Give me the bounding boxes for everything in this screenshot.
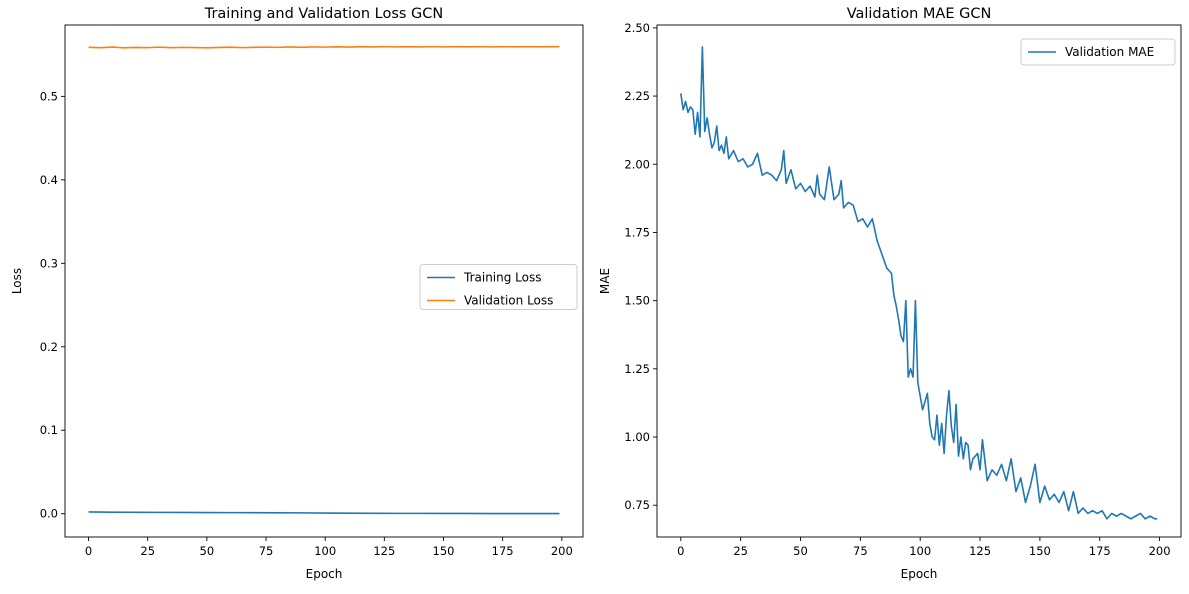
x-tick-label: 100 [314, 544, 336, 558]
axes-frame [64, 24, 584, 538]
y-tick-label: 0.0 [40, 507, 58, 521]
x-tick-label: 150 [433, 544, 455, 558]
axes-frame [656, 24, 1182, 538]
x-tick-label: 50 [793, 544, 808, 558]
y-tick-label: 0.5 [40, 89, 58, 103]
chart-title: Training and Validation Loss GCN [204, 6, 444, 22]
legend-label: Validation MAE [1065, 45, 1154, 59]
x-axis-label: Epoch [306, 567, 343, 581]
legend-label: Training Loss [463, 271, 541, 285]
x-tick-label: 25 [733, 544, 748, 558]
chart-1: Training and Validation Loss GCN 0 25 50 75 1… [10, 6, 584, 581]
y-tick-label: 2.25 [624, 89, 650, 103]
x-axis-label: Epoch [901, 567, 938, 581]
chart-title: Validation MAE GCN [847, 6, 992, 22]
y-tick-label: 0.1 [40, 423, 58, 437]
y-tick-label: 0.75 [624, 498, 650, 512]
legend: Validation MAE [1020, 38, 1176, 66]
x-tick-label: 125 [373, 544, 395, 558]
y-tick-label: 2.00 [624, 157, 650, 171]
x-tick-label: 175 [492, 544, 514, 558]
legend-box [419, 264, 578, 310]
y-tick-label: 0.4 [40, 173, 58, 187]
x-tick-label: 25 [140, 544, 155, 558]
x-tick-label: 0 [677, 544, 684, 558]
y-tick-label: 1.75 [624, 225, 650, 239]
x-tick-label: 100 [909, 544, 931, 558]
y-axis-label: MAE [598, 268, 612, 294]
y-tick-label: 0.2 [40, 340, 58, 354]
legend-box [1020, 38, 1176, 66]
y-tick-label: 1.00 [624, 430, 650, 444]
y-tick-label: 1.50 [624, 294, 650, 308]
y-axis-label: Loss [10, 268, 24, 294]
legend-label: Validation Loss [464, 294, 553, 308]
x-tick-label: 75 [259, 544, 274, 558]
series-line-2 [88, 45, 560, 49]
series-line-1 [88, 511, 560, 515]
x-tick-label: 175 [1089, 544, 1111, 558]
y-tick-label: 1.25 [624, 362, 650, 376]
x-tick-label: 200 [551, 544, 573, 558]
x-tick-label: 0 [85, 544, 92, 558]
chart-2: Validation MAE GCN 0 25 50 75 100 125 150 175 200… [598, 6, 1182, 581]
y-tick-label: 0.3 [40, 256, 58, 270]
series-line-1 [680, 46, 1158, 520]
x-tick-label: 50 [200, 544, 215, 558]
x-tick-label: 75 [853, 544, 868, 558]
x-tick-label: 125 [969, 544, 991, 558]
y-tick-label: 2.50 [624, 21, 650, 35]
x-tick-label: 150 [1029, 544, 1051, 558]
legend: Training Loss Validation Loss [419, 264, 578, 310]
x-tick-label: 200 [1149, 544, 1171, 558]
